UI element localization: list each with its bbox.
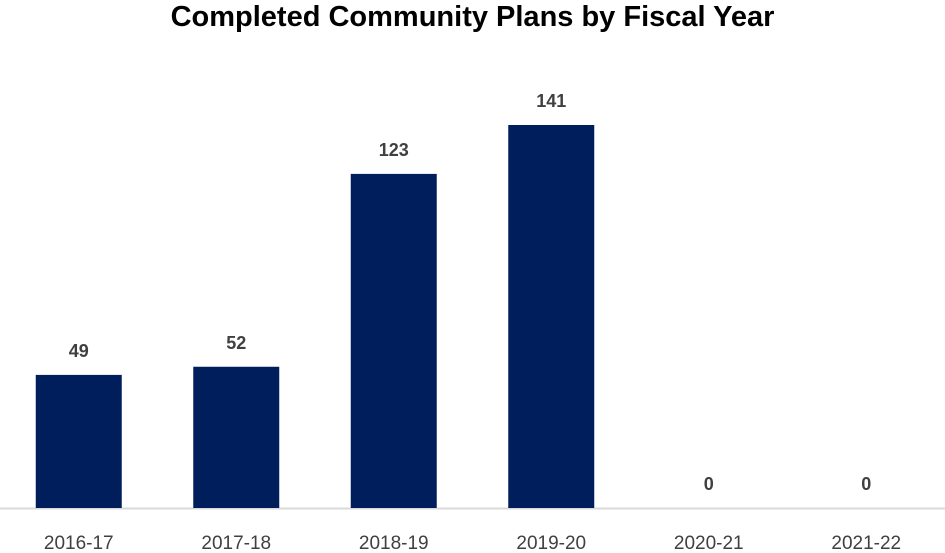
x-tick-label-2020-21: 2020-21	[674, 533, 744, 553]
x-tick-label-2017-18: 2017-18	[201, 533, 271, 553]
bar-2018-19	[350, 173, 437, 508]
data-label-2020-21: 0	[704, 474, 714, 494]
data-label-2016-17: 49	[69, 341, 89, 361]
x-tick-label-2016-17: 2016-17	[44, 533, 114, 553]
x-tick-label-2019-20: 2019-20	[516, 533, 586, 553]
chart-title: Completed Community Plans by Fiscal Year	[170, 1, 775, 33]
data-label-2021-22: 0	[861, 474, 871, 494]
x-tick-label-2018-19: 2018-19	[359, 533, 429, 553]
bar-2019-20	[508, 125, 595, 508]
data-label-2018-19: 123	[379, 140, 409, 160]
data-label-2017-18: 52	[226, 333, 246, 353]
x-tick-label-2021-22: 2021-22	[831, 533, 901, 553]
data-label-2019-20: 141	[536, 91, 566, 111]
bar-2017-18	[193, 366, 280, 508]
bar-2016-17	[35, 374, 122, 508]
